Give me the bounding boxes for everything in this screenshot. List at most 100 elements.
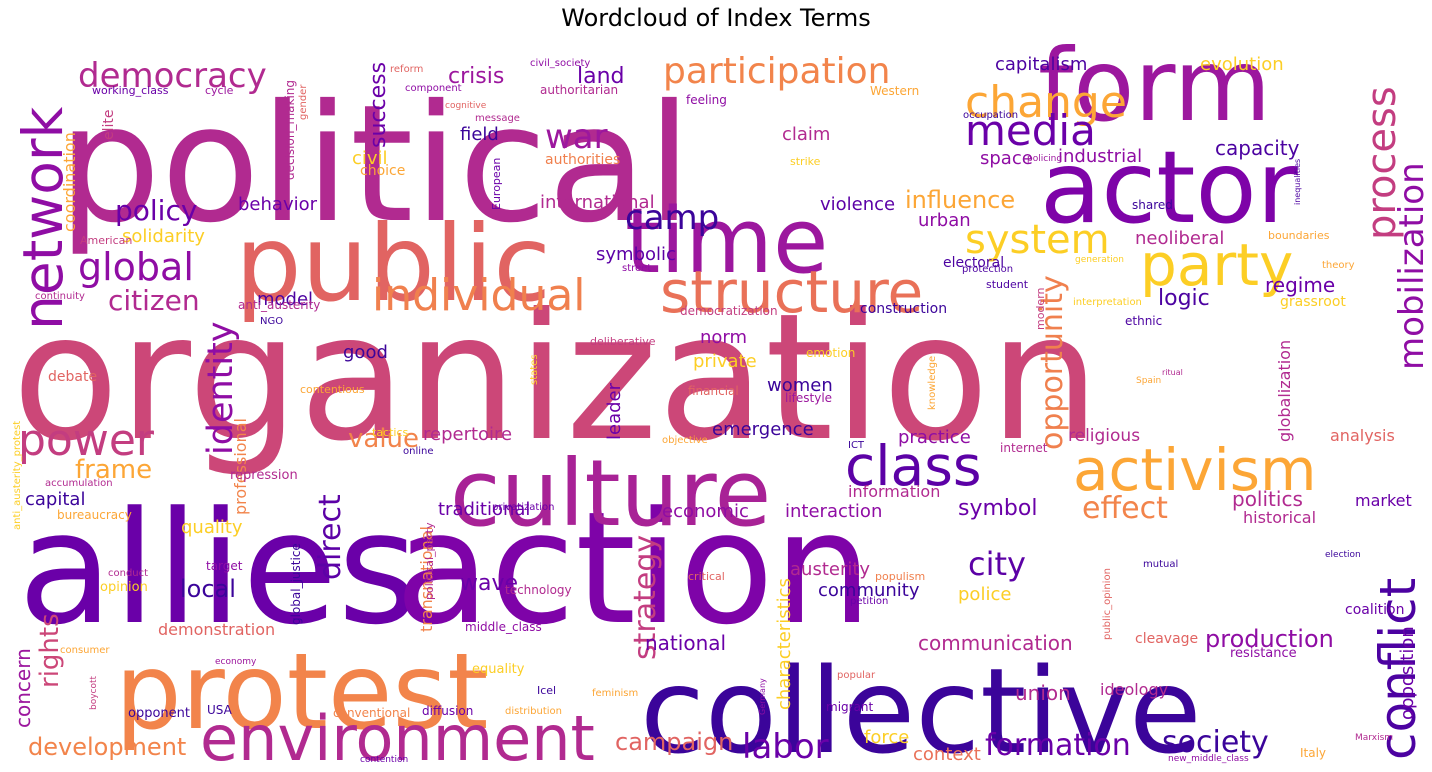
word-logic: logic xyxy=(1158,286,1210,311)
word-political: political xyxy=(58,71,692,259)
word-characteristics: characteristics xyxy=(774,578,795,710)
word-coalition: coalition xyxy=(1345,602,1404,618)
word-norm: norm xyxy=(700,327,747,348)
word-national: national xyxy=(645,631,726,655)
word-citizen: citizen xyxy=(108,284,200,317)
word-message: message xyxy=(475,113,520,124)
word-process: process xyxy=(1359,86,1405,240)
word-conventional: conventional xyxy=(333,706,410,720)
word-repression: repression xyxy=(230,468,298,483)
word-election: election xyxy=(1325,550,1361,560)
word-emotion: emotion xyxy=(806,346,855,360)
word-time: time xyxy=(625,189,828,294)
word-good: good xyxy=(343,342,388,363)
word-ict: ICT xyxy=(848,440,865,451)
word-democratization: democratization xyxy=(680,304,778,318)
word-media: media xyxy=(965,106,1096,155)
word-middle-class: middle_class xyxy=(465,620,542,634)
word-italy: Italy xyxy=(1300,746,1326,760)
word-distribution: distribution xyxy=(505,706,562,717)
word-interaction: interaction xyxy=(785,501,882,522)
word-authoritarian: authoritarian xyxy=(540,83,618,97)
word-public: public xyxy=(235,203,551,325)
word-information: information xyxy=(848,482,940,501)
word-populism: populism xyxy=(875,570,925,583)
word-tactics: tactics xyxy=(372,426,409,439)
word-force: force xyxy=(864,727,909,748)
word-urban: urban xyxy=(918,210,971,231)
word-boycott: boycott xyxy=(89,675,99,710)
word-student: student xyxy=(986,278,1029,291)
word-spain: Spain xyxy=(1136,376,1161,386)
word-internet: internet xyxy=(1000,441,1048,455)
word-network: network xyxy=(11,106,75,330)
word-strategy: strategy xyxy=(628,535,663,660)
word-european: European xyxy=(490,158,503,210)
word-policy: policy xyxy=(115,194,197,227)
word-union: union xyxy=(1015,681,1071,705)
word-equality: equality xyxy=(472,662,525,677)
word-contention: contention xyxy=(360,755,408,765)
word-protest: protest xyxy=(115,631,488,753)
word-crisis: crisis xyxy=(448,64,504,89)
word-police: police xyxy=(958,584,1011,605)
word-collective: collective xyxy=(640,642,1202,772)
word-religious: religious xyxy=(1068,426,1140,446)
word-construction: construction xyxy=(860,301,947,317)
word-effect: effect xyxy=(1082,491,1168,526)
word-wave: wave xyxy=(460,571,518,596)
word-contentious: contentious xyxy=(300,383,365,396)
word-local: local xyxy=(180,575,236,603)
word-value: value xyxy=(348,424,419,454)
word-formation: formation xyxy=(985,728,1131,763)
word-activism: activism xyxy=(1073,436,1316,504)
word-space: space xyxy=(980,148,1033,169)
word-mobilization: mobilization xyxy=(1392,162,1432,370)
word-feminism: feminism xyxy=(592,688,638,699)
word-generation: generation xyxy=(1075,255,1124,265)
word-grassroot: grassroot xyxy=(1280,294,1346,310)
word-action: action xyxy=(395,478,872,659)
word-continuity: continuity xyxy=(35,291,85,302)
word-repertoire: repertoire xyxy=(423,424,512,445)
word-public-opinion: public_opinion xyxy=(1102,568,1113,640)
word-environment: environment xyxy=(200,702,595,772)
word-model: model xyxy=(257,289,313,310)
word-decision-making: decision_making xyxy=(283,80,297,180)
word-direct: direct xyxy=(313,494,348,580)
word-icel: Icel xyxy=(537,684,556,697)
word-professional: professional xyxy=(231,418,250,515)
word-private: private xyxy=(693,351,757,372)
word-opponent: opponent xyxy=(128,706,190,721)
word-target: target xyxy=(206,559,243,573)
word-petition: petition xyxy=(850,596,888,607)
word-states: states xyxy=(529,354,540,385)
word-consumer: consumer xyxy=(60,645,110,656)
word-global: global xyxy=(78,245,194,289)
word-cognitive: cognitive xyxy=(445,101,487,111)
word-society: society xyxy=(1162,725,1269,760)
word-politics: politics xyxy=(1232,487,1303,511)
word-working-class: working_class xyxy=(92,84,169,97)
word-austerity: austerity xyxy=(790,559,870,580)
word-component: component xyxy=(405,83,462,94)
word-modern: modern xyxy=(1034,287,1047,330)
word-objective: objective xyxy=(662,435,708,446)
word-leader: leader xyxy=(604,382,625,440)
word-ritual: ritual xyxy=(1162,368,1183,377)
word-quality: quality xyxy=(181,517,243,538)
chart-title: Wordcloud of Index Terms xyxy=(561,4,871,32)
word-technology: technology xyxy=(505,583,572,597)
word-lifestyle: lifestyle xyxy=(785,391,832,405)
word-knowledge: knowledge xyxy=(927,356,938,410)
word-theory: theory xyxy=(1322,260,1355,271)
word-mutual: mutual xyxy=(1143,559,1178,570)
word-policing: policing xyxy=(1027,154,1062,164)
word-political-party: political_party xyxy=(423,522,436,600)
word-shared: shared xyxy=(1132,198,1173,212)
word-development: development xyxy=(28,733,186,761)
word-frame: frame xyxy=(75,455,152,485)
word-evolution: evolution xyxy=(1200,54,1284,75)
